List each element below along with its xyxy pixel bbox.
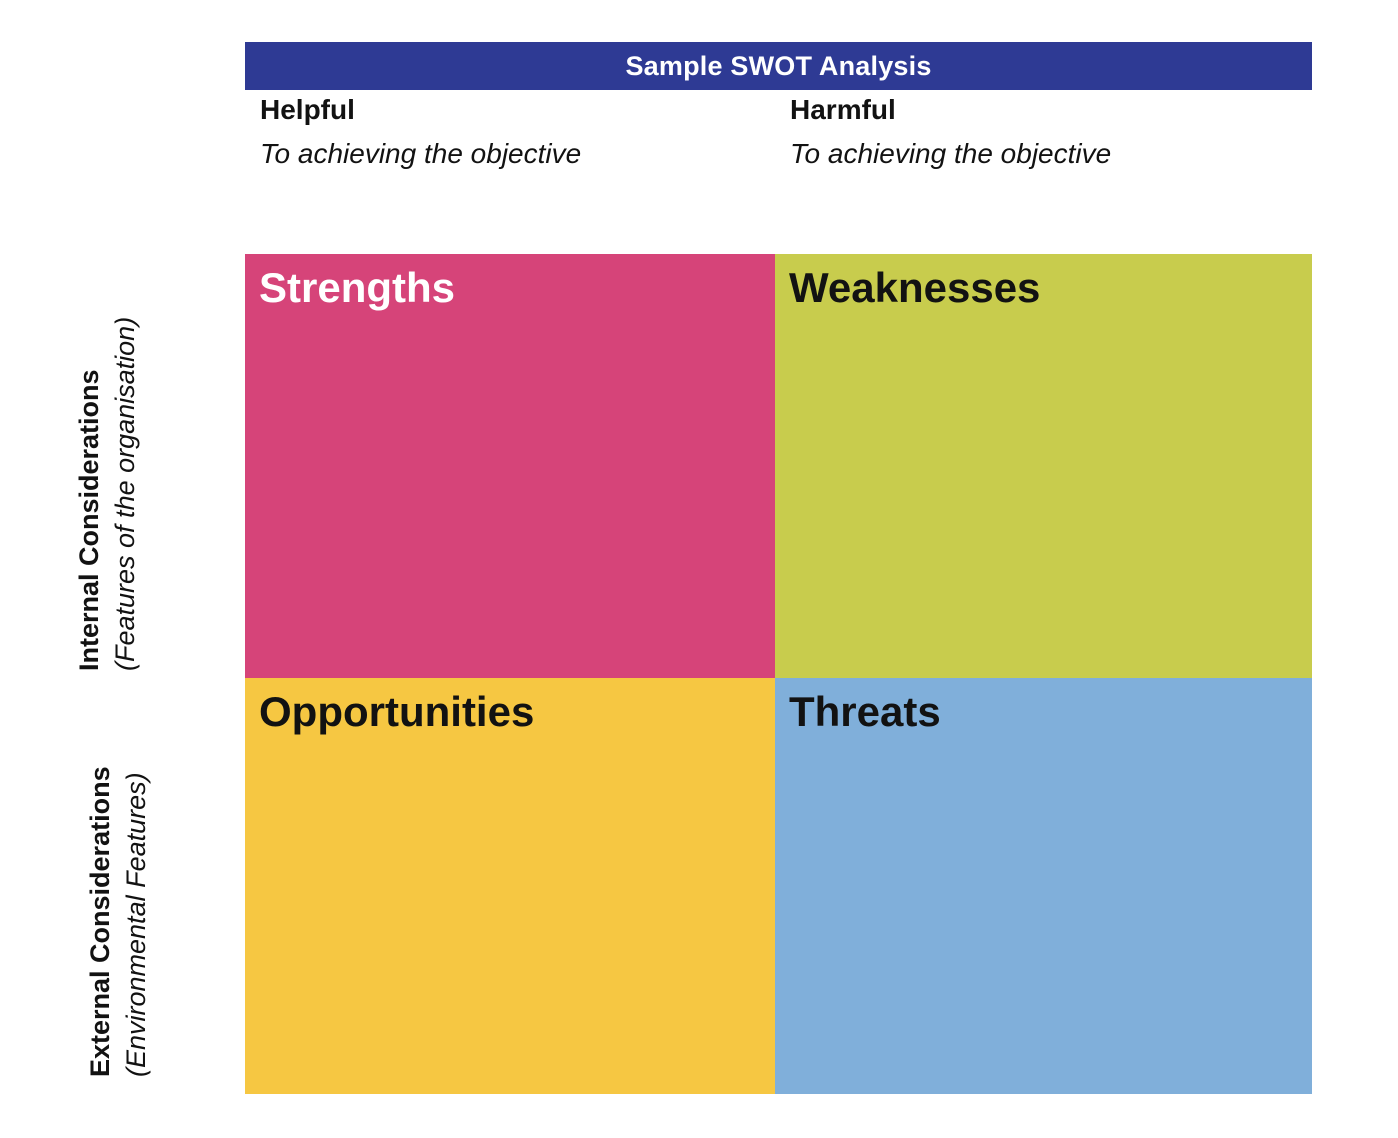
title-bar: Sample SWOT Analysis <box>245 42 1312 90</box>
row-label-internal: Internal Considerations <box>74 369 104 671</box>
quadrant-strengths: Strengths <box>245 254 775 678</box>
column-header-harmful: Harmful To achieving the objective <box>790 94 1111 170</box>
row-label-external: External Considerations <box>85 766 115 1077</box>
quadrant-title-threats: Threats <box>789 688 941 735</box>
quadrant-title-opportunities: Opportunities <box>259 688 535 735</box>
column-sublabel-helpful: To achieving the objective <box>260 138 582 169</box>
column-label-helpful: Helpful <box>260 94 355 125</box>
quadrant-title-weaknesses: Weaknesses <box>789 264 1041 311</box>
row-header-external: External Considerations (Environmental F… <box>82 717 154 1077</box>
quadrant-weaknesses: Weaknesses <box>775 254 1312 678</box>
diagram-title: Sample SWOT Analysis <box>625 50 932 81</box>
quadrant-opportunities: Opportunities <box>245 678 775 1094</box>
row-header-internal: Internal Considerations (Features of the… <box>71 311 179 671</box>
row-sublabel-internal: (Features of the organisation) <box>110 316 140 671</box>
column-label-harmful: Harmful <box>790 94 896 125</box>
column-header-helpful: Helpful To achieving the objective <box>260 94 581 170</box>
quadrant-title-strengths: Strengths <box>259 264 456 311</box>
quadrant-threats: Threats <box>775 678 1312 1094</box>
column-sublabel-harmful: To achieving the objective <box>790 138 1112 169</box>
row-sublabel-external: (Environmental Features) <box>121 772 151 1077</box>
